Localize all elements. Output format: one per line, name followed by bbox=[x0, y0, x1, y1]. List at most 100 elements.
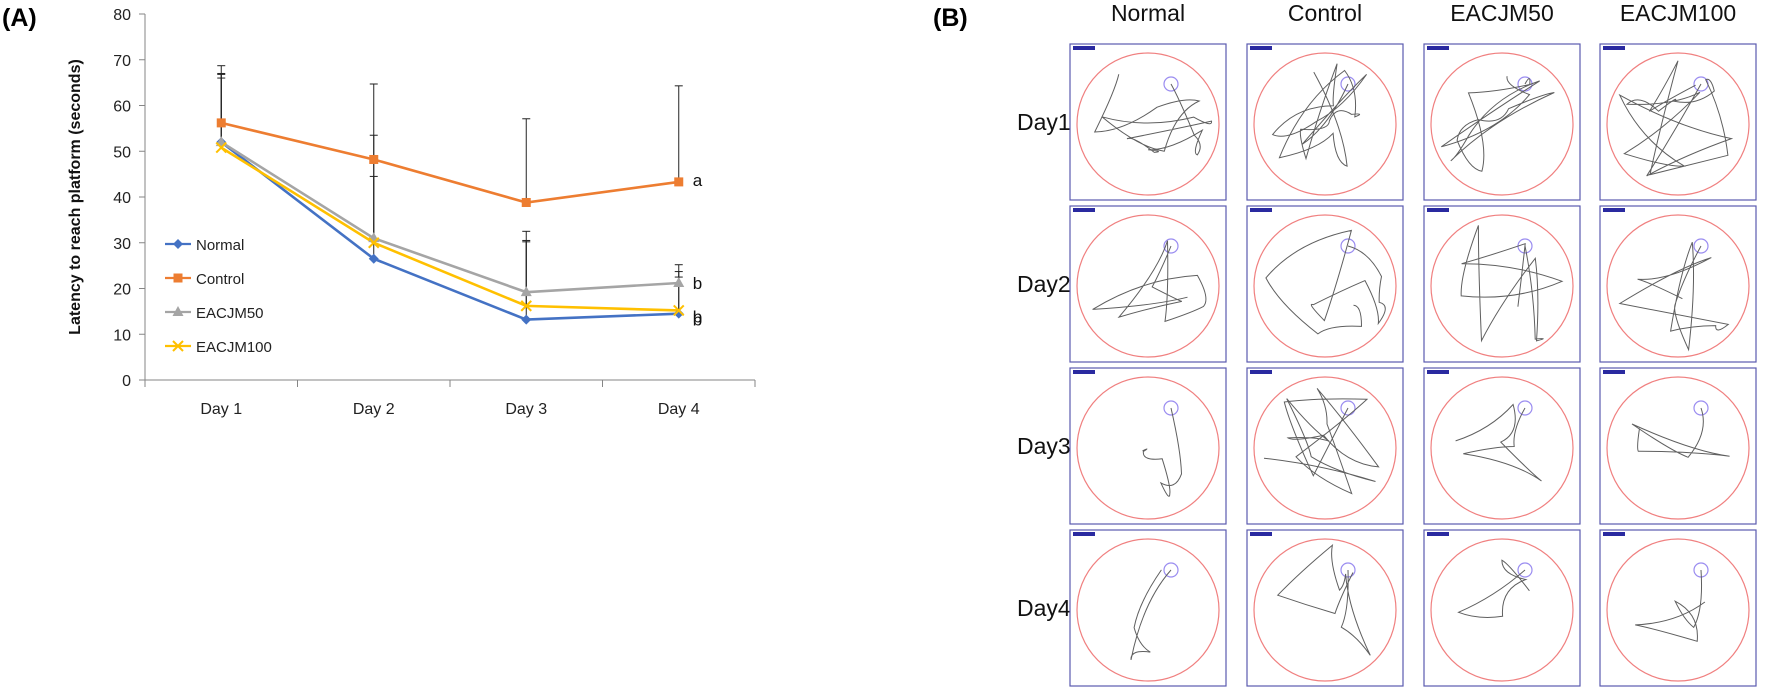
legend-item-control: Control bbox=[165, 271, 244, 288]
camera-tag-icon bbox=[1073, 208, 1095, 212]
track-frame bbox=[1599, 43, 1757, 201]
swim-path bbox=[1276, 543, 1371, 656]
series-line-eacjm50 bbox=[220, 141, 679, 294]
pool-circle bbox=[1253, 214, 1397, 358]
platform-circle bbox=[1340, 76, 1356, 92]
series-line-control bbox=[220, 121, 679, 204]
swim-path bbox=[1457, 559, 1530, 618]
camera-tag-icon bbox=[1427, 370, 1449, 374]
pool-circle bbox=[1253, 376, 1397, 520]
track-frame bbox=[1246, 205, 1404, 363]
pool-circle bbox=[1606, 376, 1750, 520]
pool-circle bbox=[1076, 376, 1220, 520]
series-line-normal bbox=[220, 141, 679, 321]
swim-path bbox=[1441, 76, 1555, 172]
track-cell-control-day1 bbox=[1246, 43, 1404, 201]
track-frame bbox=[1599, 529, 1757, 687]
track-cell-normal-day2 bbox=[1069, 205, 1227, 363]
series-line-eacjm100 bbox=[220, 146, 679, 312]
swim-path bbox=[1618, 60, 1734, 177]
x-tick-label-day-1: Day 1 bbox=[200, 401, 242, 418]
camera-tag-icon bbox=[1250, 46, 1272, 50]
camera-tag-icon bbox=[1250, 370, 1272, 374]
legend-marker-control bbox=[173, 273, 183, 283]
y-tick-label: 30 bbox=[113, 236, 131, 253]
data-point-control bbox=[521, 197, 531, 207]
camera-tag-icon bbox=[1427, 532, 1449, 536]
camera-tag-icon bbox=[1250, 208, 1272, 212]
track-cell-normal-day4 bbox=[1069, 529, 1227, 687]
swim-path bbox=[1455, 403, 1542, 482]
legend-label: Control bbox=[196, 271, 244, 288]
legend-item-eacjm50: EACJM50 bbox=[165, 305, 264, 322]
track-cell-control-day2 bbox=[1246, 205, 1404, 363]
track-frame bbox=[1069, 529, 1227, 687]
y-tick-label: 50 bbox=[113, 144, 131, 161]
data-point-control bbox=[369, 154, 379, 164]
track-cell-control-day3 bbox=[1246, 367, 1404, 525]
legend-marker-normal bbox=[173, 239, 183, 249]
y-tick-label: 70 bbox=[113, 53, 131, 70]
camera-tag-icon bbox=[1427, 208, 1449, 212]
swim-path bbox=[1093, 74, 1213, 156]
platform-circle bbox=[1340, 238, 1356, 254]
track-cell-eacjm50-day1 bbox=[1423, 43, 1581, 201]
y-axis-title: Latency to reach platform (seconds) bbox=[67, 59, 84, 335]
pool-circle bbox=[1430, 214, 1574, 358]
x-tick-label-day-4: Day 4 bbox=[658, 401, 700, 418]
track-cell-eacjm50-day4 bbox=[1423, 529, 1581, 687]
camera-tag-icon bbox=[1603, 532, 1625, 536]
swim-path-grid: Normal Control EACJM50 EACJM100 Day1 Day2 Day3… bbox=[1017, 0, 1757, 687]
row-label-day3: Day3 bbox=[1017, 433, 1071, 459]
column-header-control: Control bbox=[1288, 0, 1362, 26]
pool-circle bbox=[1253, 52, 1397, 196]
camera-tag-icon bbox=[1427, 46, 1449, 50]
data-point-eacjm100 bbox=[520, 300, 532, 312]
row-label-day1: Day1 bbox=[1017, 109, 1071, 135]
significance-letter-eacjm50: b bbox=[693, 274, 702, 293]
data-point-normal bbox=[368, 253, 379, 264]
track-frame bbox=[1246, 367, 1404, 525]
row-label-day2: Day2 bbox=[1017, 271, 1071, 297]
panel-a-label: (A) bbox=[2, 4, 37, 32]
significance-letter-eacjm100: b bbox=[693, 307, 702, 326]
legend-item-eacjm100: EACJM100 bbox=[165, 339, 272, 356]
legend-item-normal: Normal bbox=[165, 237, 244, 254]
track-cell-control-day4 bbox=[1246, 529, 1404, 687]
pool-circle bbox=[1430, 538, 1574, 682]
camera-tag-icon bbox=[1250, 532, 1272, 536]
platform-circle bbox=[1517, 400, 1533, 416]
y-tick-label: 10 bbox=[113, 327, 131, 344]
pool-circle bbox=[1076, 52, 1220, 196]
track-cell-eacjm100-day3 bbox=[1599, 367, 1757, 525]
y-tick-label: 80 bbox=[113, 7, 131, 24]
pool-circle bbox=[1606, 214, 1750, 358]
data-point-eacjm100 bbox=[215, 141, 227, 154]
swim-path bbox=[1460, 225, 1564, 343]
pool-circle bbox=[1076, 214, 1220, 358]
legend-label: EACJM50 bbox=[196, 305, 264, 322]
track-frame bbox=[1423, 529, 1581, 687]
y-tick-label: 0 bbox=[122, 373, 131, 390]
track-frame bbox=[1069, 367, 1227, 525]
x-tick-label-day-2: Day 2 bbox=[353, 401, 395, 418]
data-point-eacjm50 bbox=[520, 286, 532, 297]
data-point-eacjm100 bbox=[368, 237, 380, 249]
track-frame bbox=[1069, 43, 1227, 201]
pool-circle bbox=[1606, 52, 1750, 196]
swim-path bbox=[1271, 63, 1368, 167]
significance-letter-control: a bbox=[693, 171, 703, 190]
pool-circle bbox=[1253, 538, 1397, 682]
platform-circle bbox=[1163, 400, 1179, 416]
track-cell-eacjm50-day3 bbox=[1423, 367, 1581, 525]
platform-circle bbox=[1163, 562, 1179, 578]
data-point-control bbox=[674, 177, 684, 187]
data-point-control bbox=[216, 118, 226, 128]
swim-path bbox=[1142, 407, 1183, 497]
track-frame bbox=[1246, 529, 1404, 687]
track-frame bbox=[1423, 367, 1581, 525]
track-cell-eacjm100-day4 bbox=[1599, 529, 1757, 687]
swim-path bbox=[1092, 240, 1207, 323]
x-tick-label-day-3: Day 3 bbox=[505, 401, 547, 418]
camera-tag-icon bbox=[1073, 370, 1095, 374]
